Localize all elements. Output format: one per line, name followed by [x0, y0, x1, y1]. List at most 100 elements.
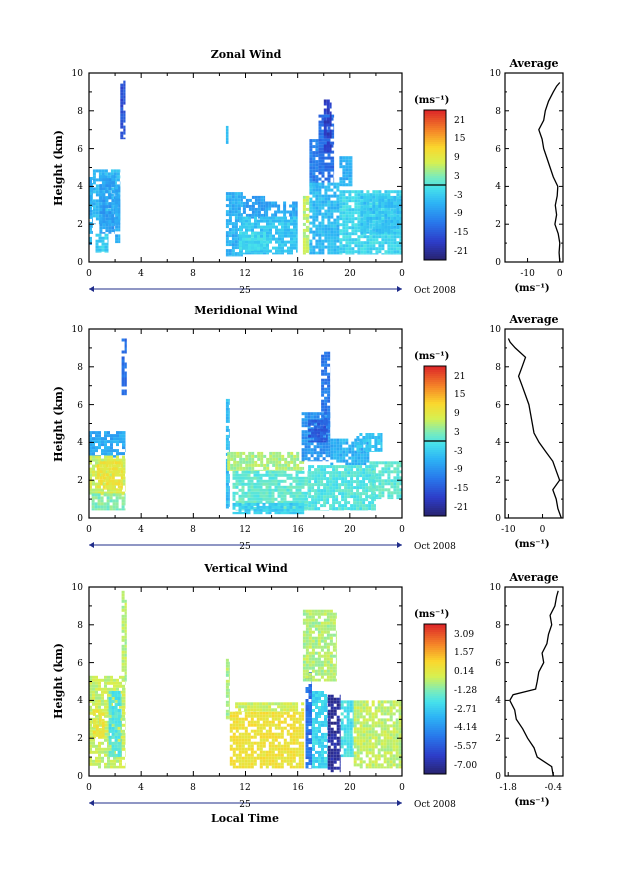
- heatmap-cell: [330, 129, 334, 133]
- heatmap-cell: [125, 747, 126, 751]
- heatmap-cell: [333, 165, 335, 169]
- heatmap-cell: [277, 723, 281, 727]
- heatmap-cell: [345, 220, 349, 224]
- heatmap-cell: [117, 473, 121, 477]
- heatmap-cell: [225, 688, 229, 692]
- heatmap-cell: [280, 502, 284, 506]
- heatmap-cell: [274, 508, 278, 512]
- heatmap-cell: [271, 204, 275, 208]
- heatmap-cell: [307, 476, 309, 480]
- heatmap-cell: [121, 653, 125, 657]
- heatmap-cell: [263, 198, 266, 202]
- heatmap-cell: [89, 242, 92, 245]
- heatmap-cell: [293, 231, 296, 235]
- heatmap-cell: [259, 482, 263, 486]
- heatmap-cell: [363, 241, 367, 245]
- heatmap-cell: [271, 491, 275, 495]
- heatmap-cell: [96, 470, 100, 474]
- heatmap-cell: [295, 488, 299, 492]
- heatmap-cell: [378, 219, 382, 223]
- heatmap-cell: [124, 680, 127, 682]
- heatmap-cell: [92, 212, 93, 216]
- heatmap-cell: [104, 443, 107, 447]
- heatmap-cell: [278, 231, 281, 235]
- heatmap-cell: [114, 720, 118, 724]
- heatmap-cell: [250, 735, 254, 739]
- heatmap-cell: [225, 476, 229, 480]
- heatmap-cell: [268, 762, 272, 766]
- heatmap-cell: [121, 614, 125, 618]
- heatmap-cell: [262, 720, 266, 724]
- heatmap-cell: [241, 765, 245, 769]
- heatmap-cell: [324, 227, 328, 231]
- heatmap-cell: [359, 451, 363, 452]
- heatmap-cell: [113, 759, 116, 763]
- heatmap-cell: [120, 482, 123, 486]
- heatmap-cell: [396, 479, 400, 483]
- heatmap-cell: [120, 89, 124, 93]
- heatmap-cell: [363, 441, 367, 445]
- heatmap-cell: [268, 750, 272, 754]
- heatmap-cell: [105, 461, 109, 465]
- heatmap-cell: [238, 765, 242, 769]
- heatmap-cell: [274, 488, 278, 492]
- heatmap-cell: [124, 389, 127, 393]
- heatmap-cell: [357, 193, 361, 197]
- heatmap-cell: [326, 492, 330, 496]
- heatmap-cell: [102, 461, 106, 465]
- heatmap-cell: [225, 673, 229, 677]
- heatmap-cell: [101, 696, 104, 700]
- heatmap-cell: [345, 165, 349, 169]
- heatmap-cell: [98, 723, 101, 727]
- heatmap-cell: [329, 105, 332, 109]
- heatmap-cell: [387, 231, 391, 234]
- heatmap-cell: [268, 201, 272, 205]
- heatmap-cell: [375, 204, 379, 208]
- heatmap-cell: [319, 460, 323, 462]
- heatmap-cell: [314, 501, 318, 505]
- heatmap-cell: [266, 240, 269, 244]
- heatmap-cell: [339, 247, 343, 251]
- heatmap-cell: [323, 489, 327, 493]
- heatmap-cell: [110, 205, 114, 209]
- heatmap-cell: [113, 440, 116, 444]
- heatmap-cell: [104, 732, 107, 736]
- heatmap-cell: [101, 449, 104, 453]
- heatmap-cell: [326, 422, 328, 426]
- heatmap-cell: [384, 467, 388, 471]
- heatmap-cell: [357, 226, 361, 230]
- colorbar-frame: [423, 109, 447, 261]
- heatmap-cell: [321, 393, 325, 397]
- heatmap-cell: [268, 207, 272, 211]
- heatmap-cell: [125, 443, 126, 447]
- heatmap-cell: [321, 141, 325, 145]
- heatmap-cell: [396, 488, 400, 492]
- heatmap-cell: [396, 476, 400, 480]
- heatmap-cell: [330, 236, 334, 240]
- heatmap-cell: [317, 428, 321, 432]
- heatmap-cell: [248, 216, 251, 220]
- heatmap-cell: [89, 180, 92, 183]
- heatmap-cell: [295, 485, 299, 489]
- heatmap-cell: [269, 469, 273, 471]
- colorbar-segment: [424, 492, 446, 495]
- heatmap-cell: [124, 338, 127, 342]
- colorbar-segment: [424, 390, 446, 393]
- heatmap-cell: [353, 492, 357, 496]
- heatmap-cell: [98, 236, 102, 240]
- heatmap-cell: [100, 499, 104, 503]
- heatmap-cell: [89, 687, 92, 691]
- heatmap-cell: [271, 488, 275, 492]
- heatmap-cell: [321, 417, 325, 421]
- colorbar-segment: [424, 216, 446, 219]
- heatmap-cell: [396, 225, 400, 229]
- heatmap-cell: [234, 213, 238, 217]
- heatmap-cell: [366, 459, 370, 463]
- heatmap-cell: [283, 506, 287, 510]
- heatmap-cell: [225, 131, 229, 135]
- heatmap-cell: [311, 434, 315, 438]
- heatmap-cell: [309, 160, 313, 164]
- heatmap-cell: [250, 744, 254, 748]
- heatmap-cell: [269, 216, 272, 220]
- x-tick-label: 8: [190, 269, 196, 279]
